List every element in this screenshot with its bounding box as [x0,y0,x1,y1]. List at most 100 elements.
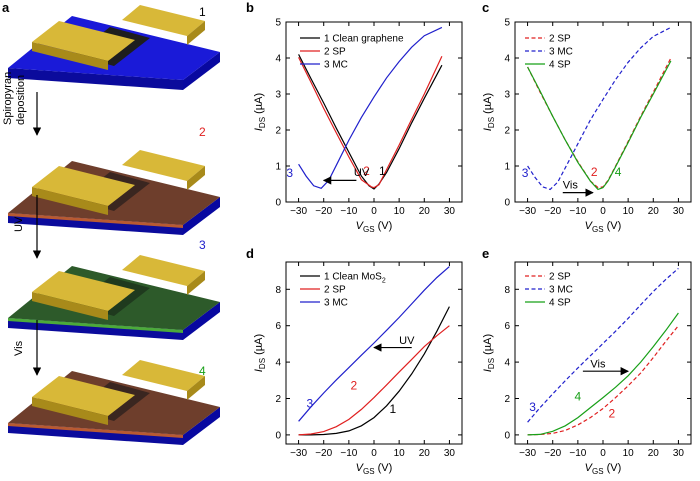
electrode-left-front [32,187,108,215]
x-tick-label: −30 [519,206,536,217]
x-axis-label: VGS (V) [356,220,393,234]
chart-panel-d: −30 −20 −10 0 10 20 30 0 2 4 6 8 VGS (V) IDS (µA) 1 Cl… [253,261,463,476]
step-number-3: 3 [199,238,206,252]
electrode-left-top [32,376,135,416]
x-tick-label: −30 [290,206,307,217]
arrow-text: Vis [563,179,579,191]
series-line-1 [527,325,679,436]
y-tick-label: 2 [275,126,281,137]
chart-panel-c: −30 −20 −10 0 10 20 30 0 1 2 3 4 5 VGS (V) IDS (µA) 2 S… [482,18,692,234]
y-tick-label: 1 [504,162,510,173]
substrate-side-right [183,52,220,90]
device-stage-3 [8,255,220,340]
x-tick-label: −20 [544,448,561,459]
plot-frame [514,21,692,203]
legend-entry: 3 MC [324,60,348,71]
y-tick-label: 6 [504,321,510,332]
x-axis-label: VGS (V) [585,462,622,476]
electrode-right-front [187,271,205,295]
y-tick-label: 3 [275,90,281,101]
x-tick-label: 30 [444,206,456,217]
x-tick-label: 20 [648,206,660,217]
legend-entry: 2 SP [549,272,571,283]
curve-label: 3 [307,397,314,411]
legend-entry: 2 SP [324,285,346,296]
panel-label-c: c [482,0,489,15]
electrode-right-top [122,360,205,391]
x-tick-label: 20 [419,206,431,217]
y-tick-label: 0 [275,198,281,209]
y-tick-label: 1 [275,162,281,173]
device-stage-2 [8,150,220,235]
y-tick-label: 2 [504,126,510,137]
y-axis-label: IDS (µA) [482,334,496,372]
x-tick-label: 30 [673,206,685,217]
electrode-left-front [32,397,108,425]
curve-label: 3 [522,166,529,180]
sp-film-edge [8,213,183,228]
x-tick-label: −30 [519,448,536,459]
arrow-text: UV [399,335,415,347]
legend-entry: 3 MC [549,285,573,296]
y-tick-label: 3 [504,90,510,101]
legend-entry: 4 SP [549,60,571,71]
x-tick-label: 10 [623,206,635,217]
electrode-right-top [122,5,205,36]
series-line-3 [298,26,443,189]
curve-label: 2 [351,378,358,392]
x-tick-label: 10 [394,448,406,459]
series-line-3 [298,266,450,422]
y-tick-label: 0 [275,430,281,441]
curve-label: 3 [286,166,293,180]
y-tick-label: 5 [504,18,510,29]
mc-film-edge [8,318,183,333]
x-axis-label: VGS (V) [585,220,622,234]
arrow-label-uv: UV [13,216,25,232]
x-tick-label: 30 [673,448,685,459]
arrow-label-deposition: Spiropyran deposition [2,69,27,125]
substrate-side-right [183,197,220,235]
series-line-3 [527,312,679,436]
curve-label: 2 [591,165,598,179]
series-line-2 [298,55,443,189]
y-tick-label: 8 [504,285,510,296]
electrode-right-front [187,166,205,190]
series-line-2 [298,325,450,436]
y-tick-label: 5 [275,18,281,29]
substrate-side-right [183,407,220,445]
x-tick-label: 0 [371,448,377,459]
x-tick-label: −20 [544,206,561,217]
electrode-right-top [122,255,205,286]
x-tick-label: −20 [315,448,332,459]
panel-label-d: d [246,246,254,261]
curve-label: 3 [529,400,536,414]
series-line-1 [527,57,672,189]
y-tick-label: 0 [504,430,510,441]
chart-panel-e: −30 −20 −10 0 10 20 30 0 2 4 6 8 VGS (V) IDS (µA) 2 SP… [482,261,692,476]
electrode-left-front [32,42,108,70]
plot-frame [285,21,463,203]
x-tick-label: 0 [600,206,606,217]
y-tick-label: 2 [275,394,281,405]
curve-label: 2 [608,407,615,421]
y-tick-label: 8 [275,285,281,296]
x-tick-label: 20 [648,448,660,459]
arrow-text: UV [354,167,370,179]
step-number-2: 2 [199,125,206,139]
x-tick-label: −10 [340,206,357,217]
electrode-left-top [32,271,135,311]
step-number-1: 1 [199,5,206,19]
y-axis-label: IDS (µA) [253,93,267,131]
x-tick-label: −30 [290,448,307,459]
electrode-left-front [32,292,108,320]
curve-label: 2 [363,164,370,178]
y-tick-label: 2 [504,394,510,405]
x-tick-label: 0 [600,448,606,459]
arrow-text: Vis [590,359,606,371]
legend-entry: 3 MC [549,47,573,58]
legend-entry: 1 Clean graphene [324,34,404,45]
arrow-label-vis: Vis [13,340,25,356]
x-axis-label: VGS (V) [356,462,393,476]
